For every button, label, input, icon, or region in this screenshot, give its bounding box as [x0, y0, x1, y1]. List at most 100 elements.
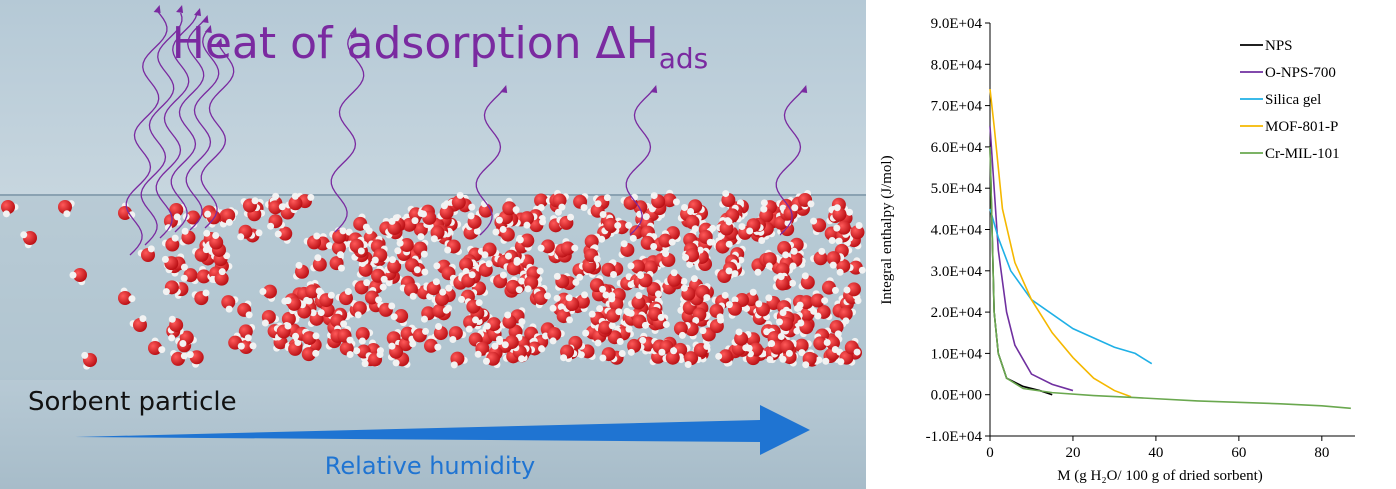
hydrogen: [318, 309, 325, 316]
hydrogen: [355, 311, 362, 318]
figure: Heat of adsorption ΔHads Sorbent particl…: [0, 0, 1396, 489]
hydrogen: [458, 296, 465, 303]
hydrogen: [500, 272, 507, 279]
hydrogen: [284, 297, 291, 304]
hydrogen: [431, 235, 438, 242]
hydrogen: [621, 240, 628, 247]
hydrogen: [70, 272, 77, 279]
hydrogen: [181, 275, 188, 282]
hydrogen: [492, 229, 499, 236]
hydrogen: [363, 279, 370, 286]
hydrogen: [483, 358, 490, 365]
hydrogen: [389, 218, 396, 225]
y-tick-label: 2.0E+04: [931, 305, 983, 321]
hydrogen: [394, 247, 401, 254]
hydrogen: [20, 231, 27, 238]
hydrogen: [433, 278, 440, 285]
hydrogen: [457, 192, 464, 199]
hydrogen: [468, 212, 475, 219]
particle-label: Sorbent particle: [28, 387, 237, 417]
hydrogen: [517, 236, 524, 243]
hydrogen: [262, 320, 269, 327]
hydrogen: [822, 358, 829, 365]
hydrogen: [610, 271, 617, 278]
x-tick-label: 40: [1148, 445, 1163, 461]
hydrogen: [768, 340, 775, 347]
hydrogen: [843, 287, 850, 294]
hydrogen: [391, 313, 398, 320]
hydrogen: [237, 233, 244, 240]
hydrogen: [791, 204, 798, 211]
hydrogen: [594, 256, 601, 263]
hydrogen: [736, 329, 743, 336]
hydrogen: [643, 213, 650, 220]
hydrogen: [681, 204, 688, 211]
y-tick-label: 5.0E+04: [931, 181, 983, 197]
y-tick-label: 7.0E+04: [931, 99, 983, 115]
hydrogen: [766, 356, 773, 363]
hydrogen: [538, 245, 545, 252]
chart: Integral enthalpy (J/mol) M (g H₂O/ 100 …: [879, 16, 1355, 484]
hydrogen: [789, 280, 796, 287]
hydrogen: [765, 294, 772, 301]
hydrogen: [518, 355, 525, 362]
hydrogen: [560, 354, 567, 361]
hydrogen: [726, 301, 733, 308]
hydrogen: [599, 286, 606, 293]
y-tick-label: 6.0E+04: [931, 140, 983, 156]
hydrogen: [256, 229, 263, 236]
hydrogen: [389, 256, 396, 263]
hydrogen: [739, 223, 746, 230]
hydrogen: [627, 262, 634, 269]
hydrogen: [703, 343, 710, 350]
hydrogen: [691, 275, 698, 282]
hydrogen: [595, 200, 602, 207]
hydrogen: [669, 239, 676, 246]
hydrogen: [63, 210, 70, 217]
hydrogen: [679, 332, 686, 339]
legend-label: Silica gel: [1265, 92, 1321, 108]
hydrogen: [410, 293, 417, 300]
hydrogen: [484, 323, 491, 330]
hydrogen: [600, 211, 607, 218]
hydrogen: [726, 267, 733, 274]
hydrogen: [726, 241, 733, 248]
hydrogen: [412, 217, 419, 224]
y-tick-label: 8.0E+04: [931, 57, 983, 73]
hydrogen: [726, 218, 733, 225]
hydrogen: [824, 339, 831, 346]
hydrogen: [554, 295, 561, 302]
hydrogen: [337, 251, 344, 258]
hydrogen: [377, 351, 384, 358]
hydrogen: [314, 254, 321, 261]
legend-label: O-NPS-700: [1265, 65, 1336, 81]
hydrogen: [746, 227, 753, 234]
hydrogen: [778, 273, 785, 280]
arrow-label: Relative humidity: [325, 452, 535, 480]
hydrogen: [833, 225, 840, 232]
series-line: [990, 126, 1073, 390]
hydrogen: [615, 308, 622, 315]
hydrogen: [313, 332, 320, 339]
hydrogen: [359, 338, 366, 345]
hydrogen: [673, 198, 680, 205]
hydrogen: [761, 199, 768, 206]
series-line: [990, 147, 1351, 408]
hydrogen: [516, 286, 523, 293]
hydrogen: [731, 270, 738, 277]
hydrogen: [837, 269, 844, 276]
hydrogen: [626, 326, 633, 333]
hydrogen: [421, 269, 428, 276]
hydrogen: [802, 361, 809, 368]
x-tick-label: 60: [1231, 445, 1246, 461]
hydrogen: [422, 328, 429, 335]
hydrogen: [445, 285, 452, 292]
hydrogen: [707, 239, 714, 246]
hydrogen: [148, 245, 155, 252]
hydrogen: [558, 204, 565, 211]
hydrogen: [681, 285, 688, 292]
hydrogen: [856, 222, 863, 229]
hydrogen: [312, 350, 319, 357]
hydrogen: [554, 273, 561, 280]
hydrogen: [444, 247, 451, 254]
